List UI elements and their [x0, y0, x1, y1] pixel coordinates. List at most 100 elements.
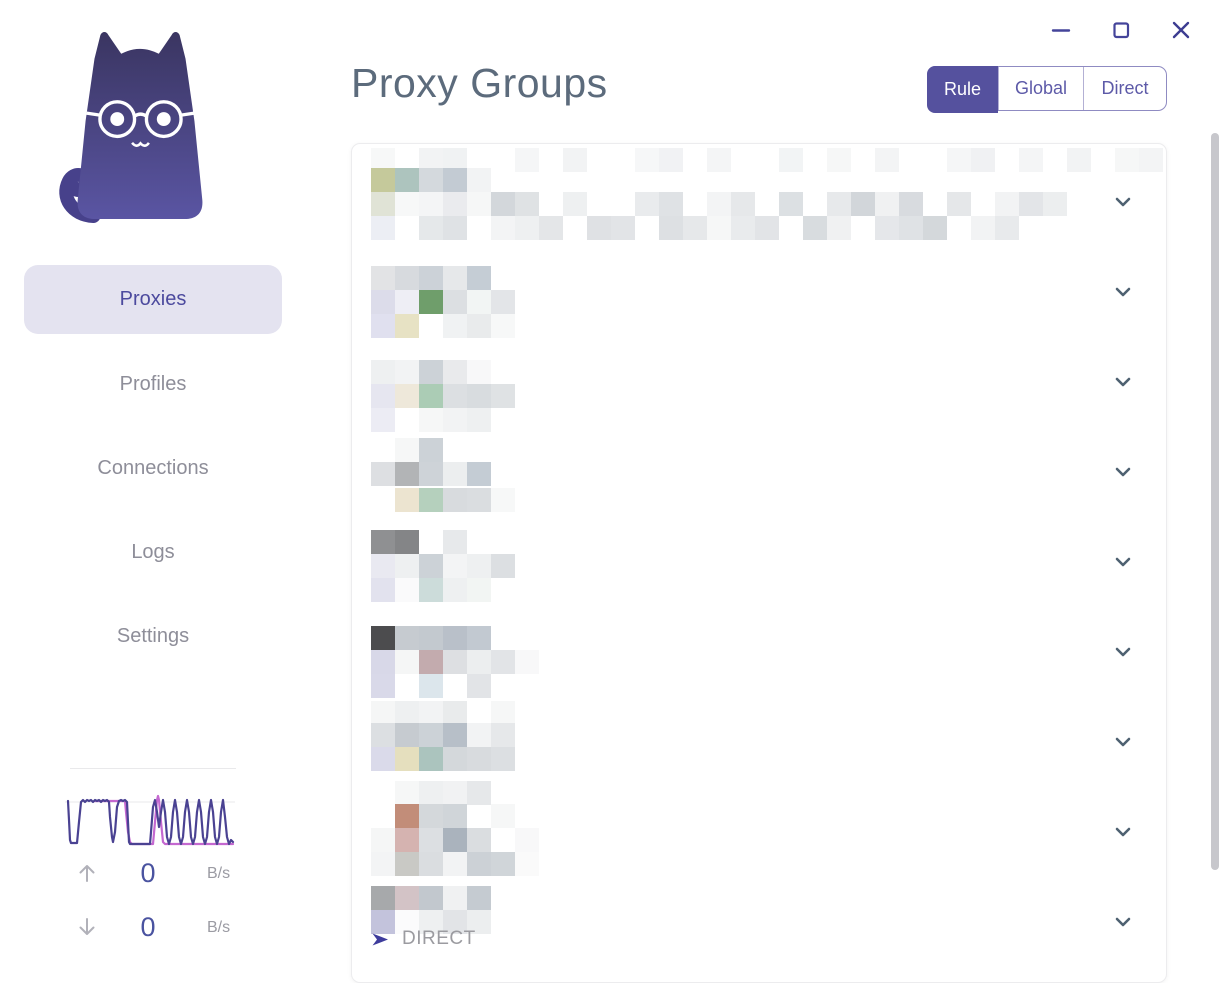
redacted-group-content: [371, 697, 1111, 787]
upload-speed-unit: B/s: [207, 865, 231, 882]
redacted-pixel-cell: [443, 554, 467, 578]
mode-direct-button[interactable]: Direct: [1083, 67, 1166, 110]
redacted-pixel-cell: [731, 216, 755, 240]
redacted-pixel-cell: [587, 216, 611, 240]
current-proxy-label: DIRECT: [402, 928, 476, 949]
redacted-pixel-cell: [395, 530, 419, 554]
redacted-group-content: [371, 517, 1111, 607]
redacted-pixel-cell: [395, 488, 419, 512]
redacted-pixel-cell: [947, 192, 971, 216]
redacted-pixel-cell: [371, 314, 395, 338]
redacted-pixel-cell: [419, 781, 443, 805]
mode-rule-button[interactable]: Rule: [927, 66, 998, 113]
redacted-pixel-cell: [395, 626, 419, 650]
redacted-pixel-cell: [371, 910, 395, 934]
redacted-pixel-cell: [395, 360, 419, 384]
redacted-pixel-cell: [419, 650, 443, 674]
proxy-group-row[interactable]: [352, 337, 1166, 432]
proxy-group-row[interactable]: [352, 697, 1166, 787]
close-icon[interactable]: [1170, 19, 1192, 41]
redacted-pixel-cell: [467, 723, 491, 747]
proxy-group-row[interactable]: [352, 157, 1166, 247]
chevron-down-icon[interactable]: [1112, 461, 1134, 483]
redacted-pixel-cell: [515, 852, 539, 876]
chevron-down-icon[interactable]: [1112, 281, 1134, 303]
traffic-down-line: [93, 794, 235, 846]
redacted-pixel-cell: [827, 148, 851, 172]
window-controls: [1050, 19, 1192, 41]
current-proxy: DIRECT: [371, 927, 476, 951]
proxy-group-row[interactable]: DIRECT: [352, 877, 1166, 967]
redacted-pixel-cell: [467, 886, 491, 910]
redacted-pixel-cell: [923, 216, 947, 240]
chevron-down-icon[interactable]: [1112, 821, 1134, 843]
traffic-graph: [65, 794, 235, 846]
download-stat: 0 B/s: [0, 912, 305, 942]
redacted-pixel-cell: [467, 578, 491, 602]
redacted-pixel-cell: [491, 384, 515, 408]
redacted-pixel-cell: [371, 650, 395, 674]
redacted-pixel-cell: [467, 650, 491, 674]
chevron-down-icon[interactable]: [1112, 731, 1134, 753]
redacted-pixel-cell: [419, 462, 443, 486]
mode-global-button[interactable]: Global: [998, 67, 1083, 110]
sidebar-item-proxies[interactable]: Proxies: [24, 265, 282, 334]
redacted-pixel-cell: [611, 216, 635, 240]
chevron-down-icon[interactable]: [1112, 551, 1134, 573]
redacted-pixel-cell: [443, 192, 467, 216]
chevron-down-icon[interactable]: [1112, 641, 1134, 663]
upload-arrow-icon: [79, 865, 95, 882]
sidebar-item-settings[interactable]: Settings: [116, 624, 190, 647]
redacted-pixel-cell: [395, 701, 419, 725]
redacted-pixel-cell: [443, 462, 467, 486]
proxy-group-row[interactable]: [352, 247, 1166, 338]
redacted-pixel-cell: [683, 216, 707, 240]
redacted-pixel-cell: [443, 216, 467, 240]
chevron-down-icon[interactable]: [1112, 911, 1134, 933]
redacted-pixel-cell: [371, 192, 395, 216]
redacted-pixel-cell: [467, 408, 491, 432]
proxy-group-row[interactable]: [352, 781, 1166, 877]
redacted-pixel-cell: [419, 290, 443, 314]
redacted-pixel-cell: [947, 148, 971, 172]
redacted-pixel-cell: [1115, 148, 1139, 172]
sidebar-item-logs[interactable]: Logs: [131, 540, 175, 563]
proxy-group-row[interactable]: [352, 607, 1166, 698]
sidebar-item-profiles[interactable]: Profiles: [119, 372, 187, 395]
redacted-pixel-cell: [491, 554, 515, 578]
redacted-pixel-cell: [443, 828, 467, 852]
redacted-pixel-cell: [395, 462, 419, 486]
proxy-group-row[interactable]: [352, 517, 1166, 607]
redacted-pixel-cell: [635, 192, 659, 216]
redacted-pixel-cell: [1043, 192, 1067, 216]
redacted-pixel-cell: [467, 266, 491, 290]
chevron-down-icon[interactable]: [1112, 371, 1134, 393]
redacted-pixel-cell: [443, 488, 467, 512]
redacted-pixel-cell: [371, 674, 395, 698]
redacted-pixel-cell: [827, 192, 851, 216]
redacted-pixel-cell: [467, 828, 491, 852]
redacted-pixel-cell: [467, 747, 491, 771]
sidebar-item-connections[interactable]: Connections: [97, 456, 209, 479]
redacted-pixel-cell: [395, 747, 419, 771]
redacted-pixel-cell: [443, 266, 467, 290]
redacted-pixel-cell: [371, 828, 395, 852]
redacted-pixel-cell: [395, 910, 419, 934]
minimize-icon[interactable]: [1050, 19, 1072, 41]
redacted-pixel-cell: [467, 168, 491, 192]
scrollbar-thumb[interactable]: [1211, 133, 1219, 870]
redacted-pixel-cell: [491, 314, 515, 338]
redacted-pixel-cell: [371, 852, 395, 876]
redacted-pixel-cell: [515, 148, 539, 172]
redacted-pixel-cell: [491, 290, 515, 314]
download-speed-value: 0: [140, 912, 156, 942]
clash-cat-logo: [59, 32, 203, 223]
redacted-pixel-cell: [707, 148, 731, 172]
chevron-down-icon[interactable]: [1112, 191, 1134, 213]
maximize-icon[interactable]: [1110, 19, 1132, 41]
proxy-group-row[interactable]: [352, 427, 1166, 517]
redacted-pixel-cell: [419, 216, 443, 240]
redacted-pixel-cell: [371, 462, 395, 486]
redacted-pixel-cell: [851, 192, 875, 216]
redacted-pixel-cell: [659, 216, 683, 240]
